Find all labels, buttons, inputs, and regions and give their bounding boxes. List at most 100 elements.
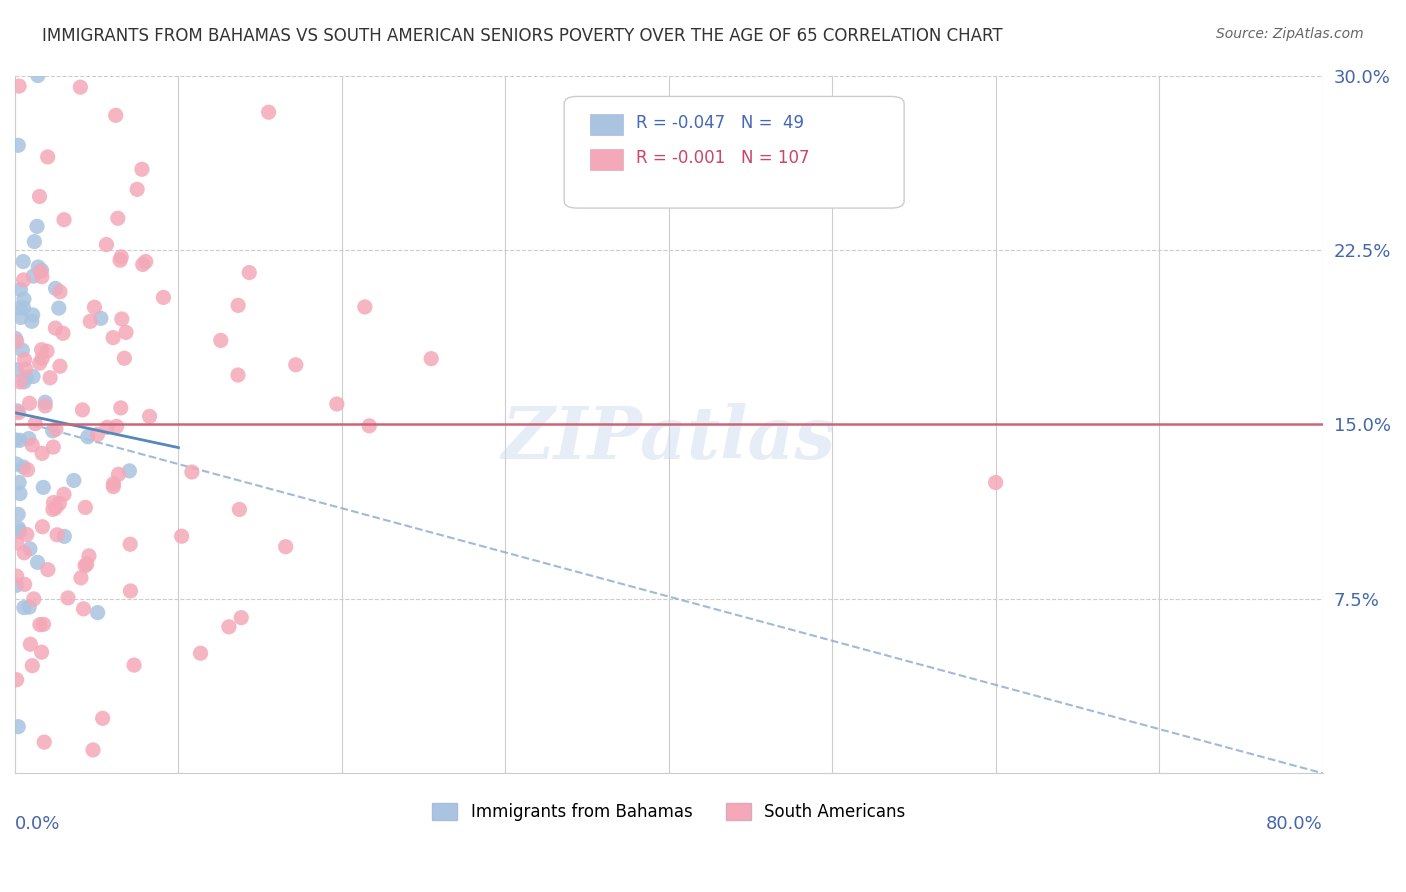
- South Americans: [28, 356, 51, 370]
- South Americans: [21, 438, 44, 452]
- South Americans: [110, 250, 132, 264]
- South Americans: [228, 502, 250, 516]
- South Americans: [120, 584, 142, 599]
- Immigrants from Bahamas: [22, 235, 45, 249]
- Legend: Immigrants from Bahamas, South Americans: Immigrants from Bahamas, South Americans: [426, 797, 912, 828]
- South Americans: [70, 571, 93, 585]
- Immigrants from Bahamas: [8, 524, 31, 539]
- South Americans: [72, 602, 94, 616]
- South Americans: [112, 351, 135, 366]
- South Americans: [110, 401, 132, 415]
- South Americans: [138, 409, 160, 424]
- South Americans: [17, 463, 39, 477]
- Immigrants from Bahamas: [18, 541, 41, 556]
- Immigrants from Bahamas: [86, 606, 108, 620]
- Immigrants from Bahamas: [21, 308, 44, 322]
- Immigrants from Bahamas: [7, 720, 30, 734]
- South Americans: [420, 351, 443, 366]
- South Americans: [45, 422, 67, 436]
- Immigrants from Bahamas: [44, 281, 66, 295]
- South Americans: [218, 620, 240, 634]
- South Americans: [37, 563, 59, 577]
- South Americans: [13, 546, 35, 560]
- South Americans: [209, 334, 232, 348]
- South Americans: [31, 343, 53, 357]
- South Americans: [107, 211, 129, 226]
- South Americans: [122, 658, 145, 673]
- Immigrants from Bahamas: [8, 301, 31, 315]
- South Americans: [31, 351, 53, 366]
- South Americans: [45, 500, 67, 515]
- South Americans: [359, 418, 381, 433]
- South Americans: [107, 467, 129, 482]
- Immigrants from Bahamas: [41, 424, 63, 438]
- Immigrants from Bahamas: [10, 283, 32, 297]
- Immigrants from Bahamas: [8, 486, 31, 500]
- South Americans: [8, 79, 31, 94]
- Immigrants from Bahamas: [34, 395, 56, 409]
- South Americans: [984, 475, 1007, 490]
- South Americans: [180, 465, 202, 479]
- South Americans: [39, 371, 62, 385]
- South Americans: [49, 285, 72, 299]
- South Americans: [20, 637, 42, 651]
- South Americans: [101, 331, 124, 345]
- South Americans: [96, 237, 118, 252]
- South Americans: [30, 264, 52, 278]
- South Americans: [24, 417, 46, 431]
- FancyBboxPatch shape: [564, 96, 904, 208]
- South Americans: [8, 375, 31, 389]
- South Americans: [44, 321, 66, 335]
- Immigrants from Bahamas: [11, 254, 34, 268]
- South Americans: [14, 362, 37, 376]
- South Americans: [31, 446, 53, 460]
- Immigrants from Bahamas: [11, 343, 34, 358]
- South Americans: [6, 569, 28, 583]
- Immigrants from Bahamas: [4, 362, 27, 376]
- South Americans: [49, 359, 72, 374]
- South Americans: [6, 673, 28, 687]
- Immigrants from Bahamas: [90, 311, 112, 326]
- South Americans: [52, 326, 75, 341]
- South Americans: [22, 591, 45, 606]
- South Americans: [34, 399, 56, 413]
- South Americans: [79, 314, 101, 328]
- South Americans: [226, 368, 249, 382]
- South Americans: [35, 344, 58, 359]
- Immigrants from Bahamas: [7, 138, 30, 153]
- South Americans: [42, 502, 65, 516]
- Immigrants from Bahamas: [27, 555, 49, 569]
- South Americans: [7, 406, 30, 420]
- Immigrants from Bahamas: [8, 434, 31, 448]
- South Americans: [82, 743, 104, 757]
- Text: IMMIGRANTS FROM BAHAMAS VS SOUTH AMERICAN SENIORS POVERTY OVER THE AGE OF 65 COR: IMMIGRANTS FROM BAHAMAS VS SOUTH AMERICA…: [42, 27, 1002, 45]
- South Americans: [108, 253, 131, 268]
- Immigrants from Bahamas: [7, 508, 30, 522]
- South Americans: [14, 577, 37, 591]
- South Americans: [145, 45, 167, 60]
- South Americans: [83, 300, 105, 314]
- South Americans: [231, 610, 253, 624]
- Immigrants from Bahamas: [118, 464, 141, 478]
- South Americans: [75, 500, 97, 515]
- South Americans: [354, 300, 377, 314]
- South Americans: [56, 591, 79, 605]
- South Americans: [96, 420, 118, 434]
- South Americans: [6, 536, 28, 550]
- Immigrants from Bahamas: [4, 433, 27, 447]
- Immigrants from Bahamas: [15, 370, 38, 384]
- South Americans: [103, 480, 125, 494]
- South Americans: [42, 440, 65, 454]
- South Americans: [238, 266, 260, 280]
- Immigrants from Bahamas: [48, 301, 70, 315]
- South Americans: [111, 312, 134, 326]
- Immigrants from Bahamas: [4, 331, 27, 345]
- South Americans: [69, 80, 91, 95]
- South Americans: [76, 557, 98, 571]
- South Americans: [103, 476, 125, 491]
- South Americans: [13, 273, 35, 287]
- South Americans: [72, 403, 94, 417]
- South Americans: [46, 528, 69, 542]
- Immigrants from Bahamas: [13, 375, 35, 389]
- Immigrants from Bahamas: [22, 269, 45, 284]
